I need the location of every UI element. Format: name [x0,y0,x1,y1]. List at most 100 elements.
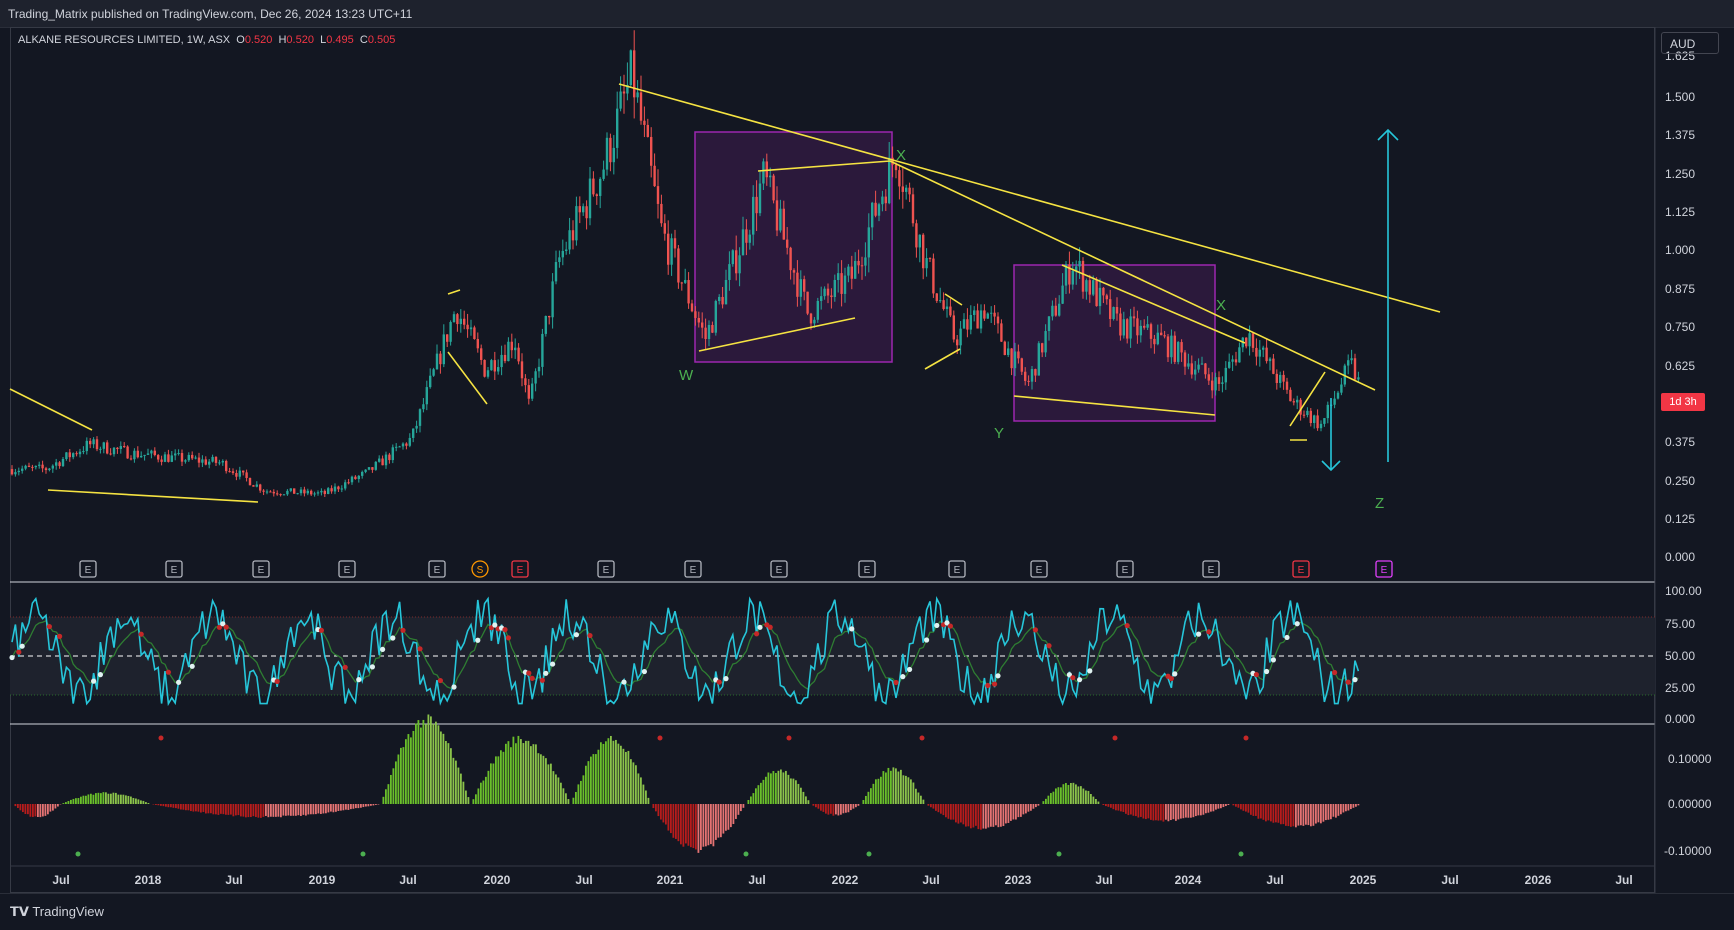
earnings-event-marker[interactable]: E [166,561,182,577]
candle-body [143,455,145,456]
hist-bar [825,804,827,814]
hist-bar [73,799,75,804]
candle-body [1038,343,1040,375]
hist-bar [788,775,790,804]
earnings-event-marker[interactable]: E [859,561,875,577]
candle-body [534,371,536,383]
open-value: 0.520 [245,34,273,46]
earnings-event-marker[interactable]: E [771,561,787,577]
candle-body [1000,323,1002,341]
candle-body [623,91,625,93]
hist-bar [1013,804,1015,819]
candle-body [551,281,553,317]
hist-bar [70,800,72,804]
hist-bar [770,773,772,804]
rsi-cross-dot [98,672,103,677]
earnings-event-marker[interactable]: E [512,561,528,577]
candle-body [381,459,383,466]
earnings-event-marker[interactable]: E [1376,561,1392,577]
earnings-event-marker[interactable]: E [598,561,614,577]
candle-body [324,491,326,494]
hist-bar [178,804,180,809]
hist-bar [798,784,800,804]
split-event-marker[interactable]: S [472,561,488,577]
candle-body [585,206,587,218]
earnings-event-marker[interactable]: E [685,561,701,577]
hist-bar [330,804,332,812]
currency-button[interactable]: AUD [1661,32,1719,54]
candle-body [908,188,910,195]
hist-dot-bull [76,852,81,857]
hist-bar [193,804,195,812]
hist-bar [1183,804,1185,818]
earnings-event-marker[interactable]: E [253,561,269,577]
hist-bar [823,804,825,812]
rsi-cross-dot [1206,629,1211,634]
earnings-event-marker[interactable]: E [1117,561,1133,577]
candle-body [565,250,567,251]
oscillator-axis[interactable]: 0.10000 0.00000 -0.10000 [1664,752,1712,858]
hist-bar [20,804,22,810]
earnings-event-marker[interactable]: E [949,561,965,577]
hist-bar [1250,804,1252,815]
earnings-event-marker[interactable]: E [339,561,355,577]
candle-body [806,292,808,314]
hist-bar [100,793,102,804]
hist-bar [1038,804,1040,806]
candle-body [198,458,200,463]
earnings-event-marker[interactable]: E [1031,561,1047,577]
hist-bar [985,804,987,829]
hist-bar [1090,794,1092,804]
hist-bar [320,804,322,814]
candle-body [1272,359,1274,374]
hist-bar [333,804,335,812]
hist-bar [303,804,305,815]
pattern-box[interactable] [695,132,892,362]
candle-body [1133,316,1135,318]
hist-bar [65,802,67,804]
wave-label-x2: X [1216,297,1226,314]
hist-bar [350,804,352,809]
earnings-event-marker[interactable]: E [1293,561,1309,577]
earnings-event-marker[interactable]: E [1203,561,1219,577]
candle-body [823,289,825,296]
hist-bar [358,804,360,808]
price-axis[interactable]: 1.625 1.500 1.375 1.250 1.125 1.000 0.87… [1665,49,1695,564]
hist-bar [40,804,42,817]
projection-arrows[interactable] [1322,130,1398,470]
hist-bar [1310,804,1312,826]
pattern-box[interactable] [1014,265,1215,421]
hist-bar [445,741,447,804]
candle-body [701,322,703,327]
candle-body [181,453,183,462]
candle-body [619,91,621,108]
candle-body [194,458,196,459]
rsi-axis[interactable]: 100.00 75.00 50.00 25.00 0.000 [1665,584,1702,726]
hist-bar [728,804,730,830]
earnings-event-marker[interactable]: E [429,561,445,577]
hist-bar [1105,804,1107,806]
time-tick-label: 2023 [1005,873,1032,887]
hist-bar [365,804,367,807]
candle-body [742,229,744,255]
rsi-cross-dot [1264,669,1269,674]
candle-body [1201,363,1203,364]
event-label: E [171,565,178,576]
earnings-event-marker[interactable]: E [80,561,96,577]
candle-body [157,455,159,459]
hist-bar [57,804,59,807]
candle-body [677,248,679,282]
candle-body [640,92,642,120]
hist-bar [313,804,315,814]
candle-body [1123,319,1125,335]
hist-bar [1160,804,1162,820]
candle-body [320,491,322,492]
hist-bar [1083,789,1085,804]
candle-body [514,348,516,350]
tradingview-logo[interactable]: 𝗧𝗩 TradingView [10,904,104,920]
candle-body [636,92,638,97]
candle-body [1197,365,1199,370]
